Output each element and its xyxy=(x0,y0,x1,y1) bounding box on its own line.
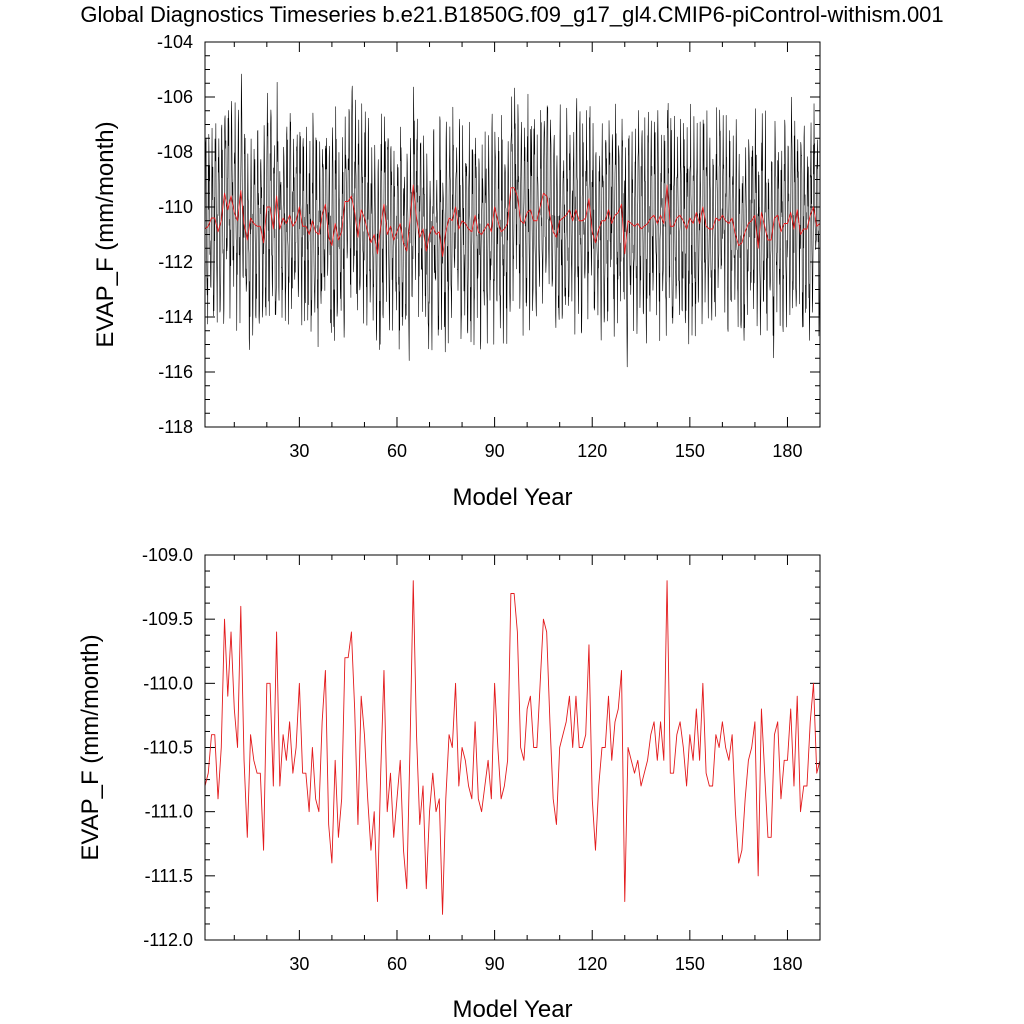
bottom-x-axis-label: Model Year xyxy=(452,996,572,1023)
annual-series-line xyxy=(205,184,820,257)
top-plot-frame xyxy=(204,41,821,428)
y-tick-label: -110.5 xyxy=(143,738,193,758)
x-tick-label: 150 xyxy=(675,441,705,461)
y-tick-label: -112 xyxy=(158,252,193,272)
bottom-plot-frame xyxy=(204,554,821,941)
bottom-series xyxy=(205,580,820,915)
y-tick-label: -114 xyxy=(158,307,193,327)
y-tick-label: -118 xyxy=(158,417,193,437)
y-tick-label: -106 xyxy=(157,87,193,107)
x-tick-label: 180 xyxy=(772,441,802,461)
y-tick-label: -116 xyxy=(158,362,193,382)
x-tick-label: 60 xyxy=(387,954,407,974)
top-panel: 30 60 90 120 150 180 -118 -116 -114 -112 -110 -108 -… xyxy=(92,32,821,511)
y-tick-label: -112.0 xyxy=(143,930,193,950)
monthly-series-line xyxy=(205,73,820,368)
x-tick-label: 30 xyxy=(289,441,309,461)
y-tick-label: -110 xyxy=(158,197,193,217)
bottom-axis-ticks: 30 60 90 120 150 180 -112.0 -111.5 -111.0 -110.5 -… xyxy=(142,545,821,974)
y-tick-label: -104 xyxy=(157,32,193,52)
bottom-y-axis-label: EVAP_F (mm/month) xyxy=(77,634,104,860)
top-x-axis-label: Model Year xyxy=(452,484,572,511)
y-tick-label: -110.0 xyxy=(143,673,193,693)
x-tick-label: 120 xyxy=(577,954,607,974)
top-series xyxy=(205,73,820,368)
x-tick-label: 180 xyxy=(772,954,802,974)
y-tick-label: -111.0 xyxy=(145,802,193,822)
y-tick-label: -111.5 xyxy=(145,866,193,886)
x-tick-label: 30 xyxy=(289,954,309,974)
x-tick-label: 90 xyxy=(485,954,505,974)
y-tick-label: -109.5 xyxy=(142,609,193,629)
x-tick-label: 150 xyxy=(675,954,705,974)
bottom-panel: 30 60 90 120 150 180 -112.0 -111.5 -111.0 -110.5 -… xyxy=(77,545,821,1023)
x-tick-label: 60 xyxy=(387,441,407,461)
top-y-axis-label: EVAP_F (mm/month) xyxy=(92,121,119,347)
annual-series-line xyxy=(205,580,820,915)
x-tick-label: 90 xyxy=(485,441,505,461)
y-tick-label: -108 xyxy=(157,142,193,162)
y-tick-label: -109.0 xyxy=(142,545,193,565)
figure-title: Global Diagnostics Timeseries b.e21.B185… xyxy=(80,2,943,27)
top-axis-ticks: 30 60 90 120 150 180 -118 -116 -114 -112 -110 -108 -… xyxy=(157,32,821,461)
x-tick-label: 120 xyxy=(577,441,607,461)
